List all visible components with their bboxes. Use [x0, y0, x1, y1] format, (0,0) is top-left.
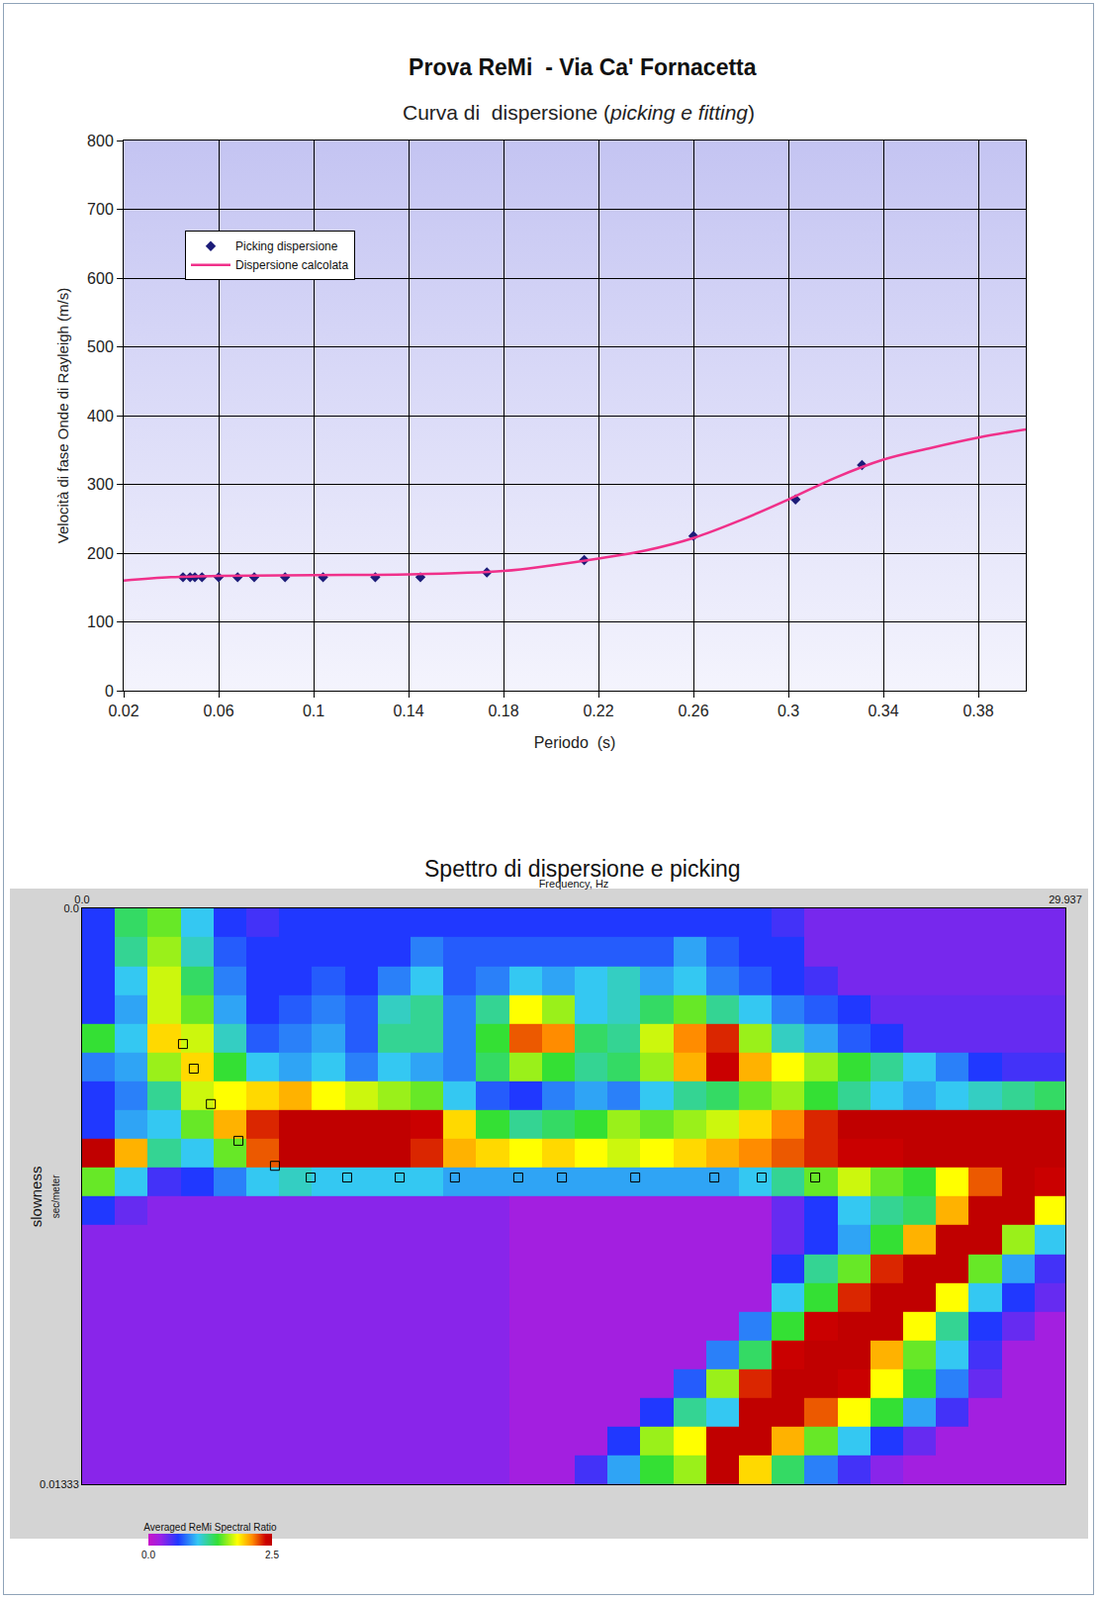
svg-text:0.0: 0.0	[74, 893, 90, 906]
svg-text:400: 400	[87, 407, 114, 425]
svg-text:Velocità di fase Onde di Rayle: Velocità di fase Onde di Rayleigh (m/s)	[54, 287, 72, 544]
svg-text:Periodo (s): Periodo (s)	[534, 733, 617, 751]
svg-text:slownesssec/meter: slownesssec/meter	[27, 1166, 62, 1228]
svg-text:Curva di dispersione (picking: Curva di dispersione (picking e fitting)	[402, 100, 755, 124]
svg-text:2.5: 2.5	[265, 1549, 279, 1560]
svg-text:0.06: 0.06	[202, 702, 234, 720]
svg-text:0.34: 0.34	[867, 702, 899, 720]
svg-text:0.3: 0.3	[777, 702, 800, 720]
svg-text:600: 600	[87, 270, 114, 287]
svg-text:500: 500	[87, 338, 114, 356]
svg-text:29.937: 29.937	[1048, 893, 1083, 906]
svg-text:100: 100	[87, 613, 114, 631]
svg-text:0.1: 0.1	[302, 702, 325, 720]
svg-text:Averaged ReMi Spectral Ratio: Averaged ReMi Spectral Ratio	[143, 1521, 277, 1533]
svg-text:0.01333: 0.01333	[39, 1477, 80, 1490]
svg-text:0.14: 0.14	[392, 702, 424, 720]
svg-text:200: 200	[87, 545, 114, 562]
svg-text:0: 0	[104, 682, 114, 700]
svg-text:Picking dispersione: Picking dispersione	[235, 239, 339, 254]
svg-text:0.18: 0.18	[487, 702, 519, 720]
svg-text:Prova ReMi - Via Ca' Fornacet: Prova ReMi - Via Ca' Fornacetta	[408, 54, 757, 81]
svg-text:0.02: 0.02	[107, 702, 139, 720]
svg-text:300: 300	[87, 475, 114, 493]
svg-text:0.38: 0.38	[962, 702, 994, 720]
svg-text:0.26: 0.26	[677, 702, 709, 720]
svg-text:800: 800	[87, 132, 114, 150]
svg-text:Frequency, Hz: Frequency, Hz	[539, 877, 610, 890]
svg-text:Spettro di dispersione e picki: Spettro di dispersione e picking	[424, 855, 741, 882]
svg-text:Dispersione calcolata: Dispersione calcolata	[235, 258, 349, 273]
svg-text:0.0: 0.0	[141, 1549, 156, 1560]
svg-text:0.0: 0.0	[64, 902, 80, 915]
svg-text:700: 700	[87, 200, 114, 218]
svg-text:0.22: 0.22	[582, 702, 614, 720]
